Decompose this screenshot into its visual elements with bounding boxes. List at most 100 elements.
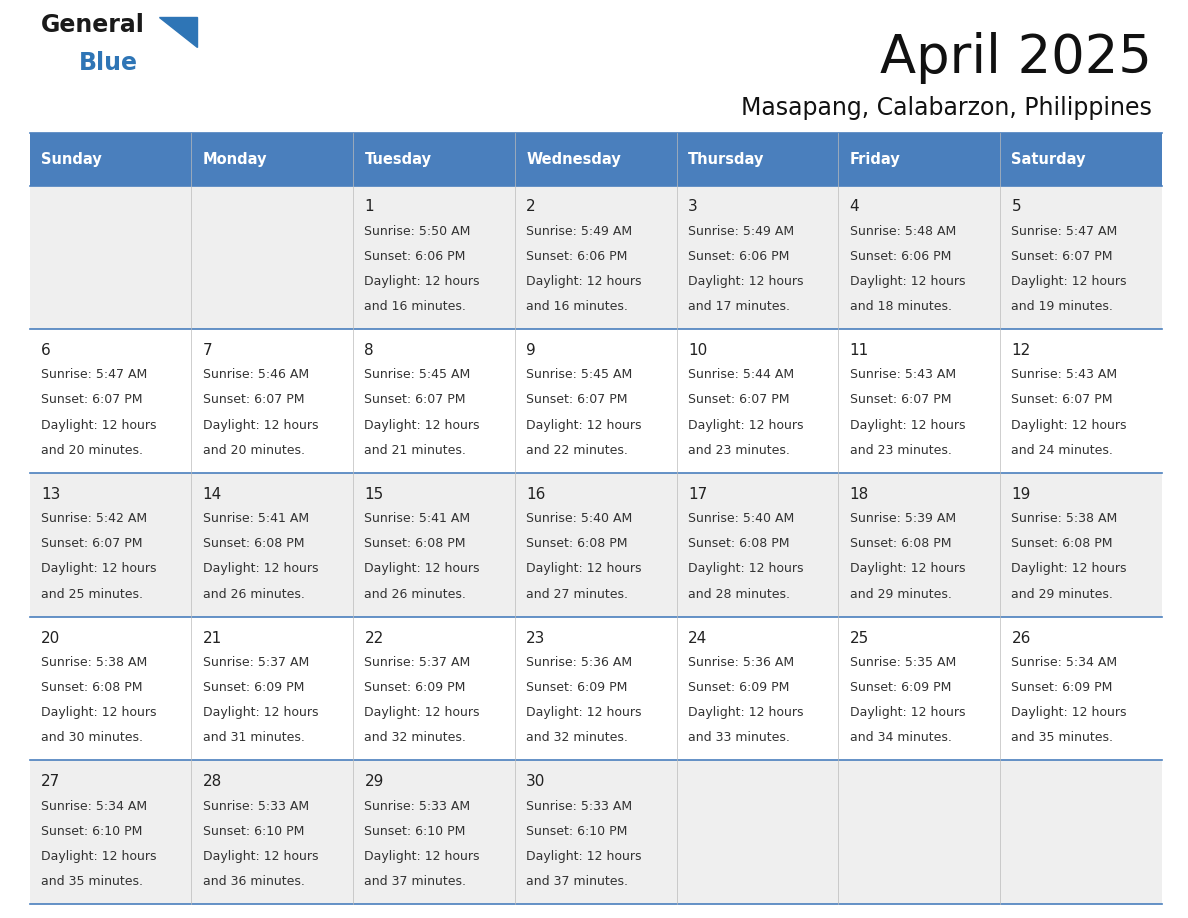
Text: and 27 minutes.: and 27 minutes.: [526, 588, 628, 600]
Text: 7: 7: [203, 343, 213, 358]
Text: Sunrise: 5:47 AM: Sunrise: 5:47 AM: [42, 368, 147, 381]
Text: Sunset: 6:08 PM: Sunset: 6:08 PM: [42, 681, 143, 694]
Text: 8: 8: [365, 343, 374, 358]
Text: Sunset: 6:08 PM: Sunset: 6:08 PM: [203, 537, 304, 550]
Text: Daylight: 12 hours: Daylight: 12 hours: [688, 563, 803, 576]
Text: Sunset: 6:06 PM: Sunset: 6:06 PM: [365, 250, 466, 263]
Text: 27: 27: [42, 775, 61, 789]
Bar: [30, 617, 1162, 760]
Text: Sunset: 6:07 PM: Sunset: 6:07 PM: [42, 537, 143, 550]
Bar: [30, 133, 191, 185]
Text: 16: 16: [526, 487, 545, 502]
Text: 28: 28: [203, 775, 222, 789]
Bar: [353, 133, 514, 185]
Bar: [30, 760, 1162, 904]
Text: Sunset: 6:07 PM: Sunset: 6:07 PM: [1011, 250, 1113, 263]
Text: Sunset: 6:09 PM: Sunset: 6:09 PM: [688, 681, 789, 694]
Text: Sunrise: 5:40 AM: Sunrise: 5:40 AM: [688, 512, 795, 525]
Text: Sunrise: 5:40 AM: Sunrise: 5:40 AM: [526, 512, 632, 525]
Bar: [30, 330, 1162, 473]
Text: Sunrise: 5:41 AM: Sunrise: 5:41 AM: [365, 512, 470, 525]
Text: Sunrise: 5:43 AM: Sunrise: 5:43 AM: [849, 368, 956, 381]
Text: Masapang, Calabarzon, Philippines: Masapang, Calabarzon, Philippines: [741, 96, 1152, 120]
Text: Sunset: 6:10 PM: Sunset: 6:10 PM: [365, 824, 466, 838]
Text: Sunset: 6:08 PM: Sunset: 6:08 PM: [365, 537, 466, 550]
Text: Sunset: 6:07 PM: Sunset: 6:07 PM: [688, 394, 790, 407]
Text: Daylight: 12 hours: Daylight: 12 hours: [526, 706, 642, 719]
Text: Daylight: 12 hours: Daylight: 12 hours: [688, 419, 803, 431]
Text: Daylight: 12 hours: Daylight: 12 hours: [688, 274, 803, 288]
Text: 19: 19: [1011, 487, 1031, 502]
Text: Sunrise: 5:42 AM: Sunrise: 5:42 AM: [42, 512, 147, 525]
Text: Daylight: 12 hours: Daylight: 12 hours: [849, 563, 965, 576]
Text: and 16 minutes.: and 16 minutes.: [365, 300, 467, 313]
Text: 23: 23: [526, 631, 545, 645]
Text: and 24 minutes.: and 24 minutes.: [1011, 443, 1113, 457]
Text: Wednesday: Wednesday: [526, 151, 621, 167]
Text: Sunset: 6:09 PM: Sunset: 6:09 PM: [1011, 681, 1113, 694]
Text: 26: 26: [1011, 631, 1031, 645]
Text: 6: 6: [42, 343, 51, 358]
Text: Daylight: 12 hours: Daylight: 12 hours: [365, 563, 480, 576]
Text: Sunrise: 5:49 AM: Sunrise: 5:49 AM: [688, 225, 794, 238]
Text: Daylight: 12 hours: Daylight: 12 hours: [365, 850, 480, 863]
Text: Friday: Friday: [849, 151, 901, 167]
Text: and 17 minutes.: and 17 minutes.: [688, 300, 790, 313]
Text: Sunrise: 5:48 AM: Sunrise: 5:48 AM: [849, 225, 956, 238]
Text: Daylight: 12 hours: Daylight: 12 hours: [42, 419, 157, 431]
Text: General: General: [40, 13, 144, 37]
Bar: [514, 133, 677, 185]
Text: Monday: Monday: [203, 151, 267, 167]
Text: Daylight: 12 hours: Daylight: 12 hours: [203, 563, 318, 576]
Text: 17: 17: [688, 487, 707, 502]
Text: Sunset: 6:07 PM: Sunset: 6:07 PM: [849, 394, 952, 407]
Text: Sunset: 6:08 PM: Sunset: 6:08 PM: [1011, 537, 1113, 550]
Text: Sunset: 6:10 PM: Sunset: 6:10 PM: [526, 824, 627, 838]
Text: 25: 25: [849, 631, 868, 645]
Text: Sunrise: 5:45 AM: Sunrise: 5:45 AM: [365, 368, 470, 381]
Text: Daylight: 12 hours: Daylight: 12 hours: [849, 419, 965, 431]
Text: 29: 29: [365, 775, 384, 789]
Text: and 33 minutes.: and 33 minutes.: [688, 732, 790, 744]
Text: 22: 22: [365, 631, 384, 645]
Text: Sunrise: 5:33 AM: Sunrise: 5:33 AM: [365, 800, 470, 812]
Text: 18: 18: [849, 487, 868, 502]
Text: 4: 4: [849, 199, 859, 215]
Text: Sunrise: 5:36 AM: Sunrise: 5:36 AM: [526, 655, 632, 669]
Text: Sunset: 6:06 PM: Sunset: 6:06 PM: [849, 250, 952, 263]
Text: and 18 minutes.: and 18 minutes.: [849, 300, 952, 313]
Text: 30: 30: [526, 775, 545, 789]
Text: Daylight: 12 hours: Daylight: 12 hours: [526, 274, 642, 288]
Text: Daylight: 12 hours: Daylight: 12 hours: [42, 850, 157, 863]
Bar: [839, 133, 1000, 185]
Text: Daylight: 12 hours: Daylight: 12 hours: [42, 563, 157, 576]
Text: and 30 minutes.: and 30 minutes.: [42, 732, 143, 744]
Text: Saturday: Saturday: [1011, 151, 1086, 167]
Text: Sunrise: 5:38 AM: Sunrise: 5:38 AM: [42, 655, 147, 669]
Polygon shape: [159, 17, 197, 48]
Text: 20: 20: [42, 631, 61, 645]
Text: Daylight: 12 hours: Daylight: 12 hours: [203, 706, 318, 719]
Text: Daylight: 12 hours: Daylight: 12 hours: [688, 706, 803, 719]
Text: Sunrise: 5:35 AM: Sunrise: 5:35 AM: [849, 655, 956, 669]
Text: Sunrise: 5:46 AM: Sunrise: 5:46 AM: [203, 368, 309, 381]
Text: Sunset: 6:10 PM: Sunset: 6:10 PM: [203, 824, 304, 838]
Text: Sunset: 6:08 PM: Sunset: 6:08 PM: [526, 537, 627, 550]
Text: and 29 minutes.: and 29 minutes.: [849, 588, 952, 600]
Text: and 20 minutes.: and 20 minutes.: [203, 443, 305, 457]
Bar: [1000, 133, 1162, 185]
Text: Sunrise: 5:33 AM: Sunrise: 5:33 AM: [526, 800, 632, 812]
Text: Daylight: 12 hours: Daylight: 12 hours: [1011, 563, 1127, 576]
Text: and 22 minutes.: and 22 minutes.: [526, 443, 628, 457]
Text: Sunrise: 5:41 AM: Sunrise: 5:41 AM: [203, 512, 309, 525]
Text: Daylight: 12 hours: Daylight: 12 hours: [526, 850, 642, 863]
Text: and 26 minutes.: and 26 minutes.: [365, 588, 467, 600]
Text: Daylight: 12 hours: Daylight: 12 hours: [42, 706, 157, 719]
Text: Sunrise: 5:38 AM: Sunrise: 5:38 AM: [1011, 512, 1118, 525]
Text: Daylight: 12 hours: Daylight: 12 hours: [1011, 274, 1127, 288]
Text: Daylight: 12 hours: Daylight: 12 hours: [526, 563, 642, 576]
Text: Sunset: 6:07 PM: Sunset: 6:07 PM: [203, 394, 304, 407]
Text: Daylight: 12 hours: Daylight: 12 hours: [203, 850, 318, 863]
Text: Sunset: 6:06 PM: Sunset: 6:06 PM: [526, 250, 627, 263]
Text: Sunrise: 5:47 AM: Sunrise: 5:47 AM: [1011, 225, 1118, 238]
